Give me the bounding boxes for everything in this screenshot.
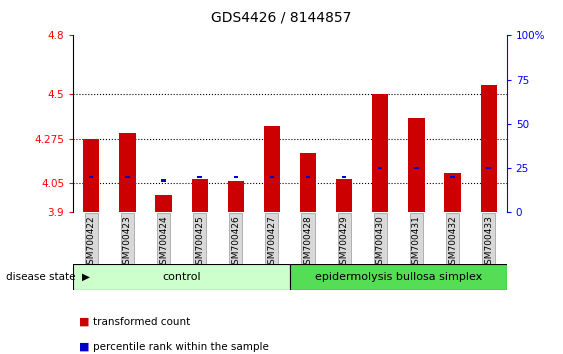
Bar <box>372 95 388 212</box>
Bar <box>119 133 136 212</box>
Bar <box>234 176 238 178</box>
Bar <box>198 176 202 178</box>
Text: percentile rank within the sample: percentile rank within the sample <box>93 342 269 352</box>
Bar <box>336 179 352 212</box>
Text: transformed count: transformed count <box>93 317 190 327</box>
Bar <box>408 118 425 212</box>
Bar <box>342 176 346 178</box>
Bar <box>486 167 491 169</box>
Bar <box>300 153 316 212</box>
Bar <box>89 176 93 178</box>
Bar <box>306 176 310 178</box>
Text: epidermolysis bullosa simplex: epidermolysis bullosa simplex <box>315 272 482 282</box>
Bar <box>270 176 274 178</box>
Bar <box>191 179 208 212</box>
Bar <box>450 176 455 178</box>
Text: disease state  ▶: disease state ▶ <box>6 272 90 282</box>
Text: ■: ■ <box>79 317 90 327</box>
Bar <box>263 126 280 212</box>
Bar <box>480 85 497 212</box>
Text: ■: ■ <box>79 342 90 352</box>
Bar <box>444 173 461 212</box>
Bar <box>73 264 290 290</box>
Bar <box>125 176 129 178</box>
Text: control: control <box>162 272 201 282</box>
Bar <box>290 264 507 290</box>
Bar <box>378 167 382 169</box>
Bar <box>155 195 172 212</box>
Bar <box>414 167 418 169</box>
Bar <box>227 181 244 212</box>
Bar <box>83 139 100 212</box>
Text: GDS4426 / 8144857: GDS4426 / 8144857 <box>211 11 352 25</box>
Bar <box>162 179 166 182</box>
